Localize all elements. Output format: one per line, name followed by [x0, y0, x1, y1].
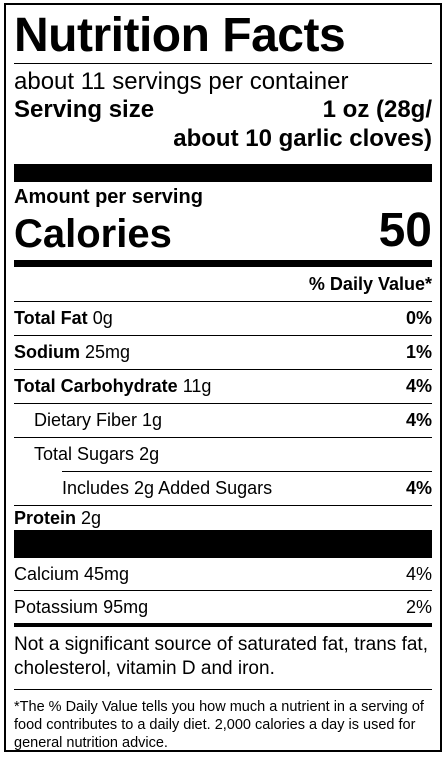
- large-divider: [14, 530, 432, 558]
- serving-size-row: Serving size 1 oz (28g/: [14, 96, 432, 124]
- mineral-name: Potassium: [14, 596, 99, 617]
- nutrient-name: Protein: [14, 508, 77, 528]
- nutrient-dv: 4%: [405, 478, 432, 498]
- nutrient-name: Dietary Fiber: [34, 410, 138, 430]
- footnote-rule: [14, 689, 432, 690]
- not-significant-note: Not a significant source of saturated fa…: [14, 634, 428, 679]
- amount-per-serving: Amount per serving: [14, 186, 203, 208]
- nutrient-row-protein: Protein 2g: [14, 505, 432, 530]
- nutrient-amount: 0g: [92, 308, 113, 328]
- nutrient-name: Sodium: [14, 342, 80, 362]
- nutrient-name: Total Fat: [14, 308, 88, 328]
- nutrient-row-total-sugars: Total Sugars 2g: [14, 437, 432, 471]
- calories-row: Calories 50: [14, 204, 432, 257]
- thick-divider: [14, 164, 432, 182]
- small-divider: [14, 623, 432, 627]
- nutrient-amount: 25mg: [85, 342, 131, 362]
- nutrition-facts-label: Nutrition Facts about 11 servings per co…: [4, 3, 442, 752]
- nutrient-row-total-carbohydrate: Total Carbohydrate 11g 4%: [14, 369, 432, 403]
- nutrient-name: Total Sugars: [34, 444, 135, 464]
- nutrient-row-total-fat: Total Fat 0g 0%: [14, 301, 432, 335]
- nutrient-amount: 11g: [182, 376, 212, 396]
- nutrient-row-added-sugars: Includes 2g Added Sugars 4%: [62, 471, 432, 505]
- nutrient-amount: 2g: [81, 508, 102, 528]
- mineral-row-potassium: Potassium 95mg 2%: [14, 590, 432, 623]
- nutrient-dv: 4%: [405, 376, 432, 396]
- mineral-dv: 2%: [405, 596, 432, 617]
- nutrient-name: Total Carbohydrate: [14, 376, 178, 396]
- daily-value-header: % Daily Value*: [308, 274, 432, 294]
- nutrient-dv: 0%: [405, 308, 432, 328]
- servings-per-container: about 11 servings per container: [14, 68, 349, 95]
- serving-size-label: Serving size: [14, 96, 155, 123]
- serving-size-value-cont: about 10 garlic cloves): [173, 125, 432, 152]
- nutrient-row-dietary-fiber: Dietary Fiber 1g 4%: [14, 403, 432, 437]
- nutrient-name: Includes 2g Added Sugars: [62, 478, 273, 498]
- nutrient-amount: 1g: [142, 410, 163, 430]
- mineral-amount: 95mg: [103, 596, 149, 617]
- serving-size-value: 1 oz (28g/: [322, 96, 432, 123]
- nutrient-dv: 1%: [405, 342, 432, 362]
- nutrient-amount: 2g: [139, 444, 160, 464]
- calories-value: 50: [378, 204, 432, 257]
- mineral-amount: 45mg: [84, 563, 130, 584]
- title-rule: [14, 63, 432, 64]
- daily-value-footnote: *The % Daily Value tells you how much a …: [14, 699, 424, 751]
- mineral-name: Calcium: [14, 563, 80, 584]
- label-title: Nutrition Facts: [14, 9, 346, 62]
- medium-divider: [14, 260, 432, 267]
- nutrient-dv: 4%: [405, 410, 432, 430]
- nutrient-row-sodium: Sodium 25mg 1%: [14, 335, 432, 369]
- mineral-dv: 4%: [405, 563, 432, 584]
- mineral-row-calcium: Calcium 45mg 4%: [14, 558, 432, 590]
- calories-label: Calories: [14, 212, 172, 256]
